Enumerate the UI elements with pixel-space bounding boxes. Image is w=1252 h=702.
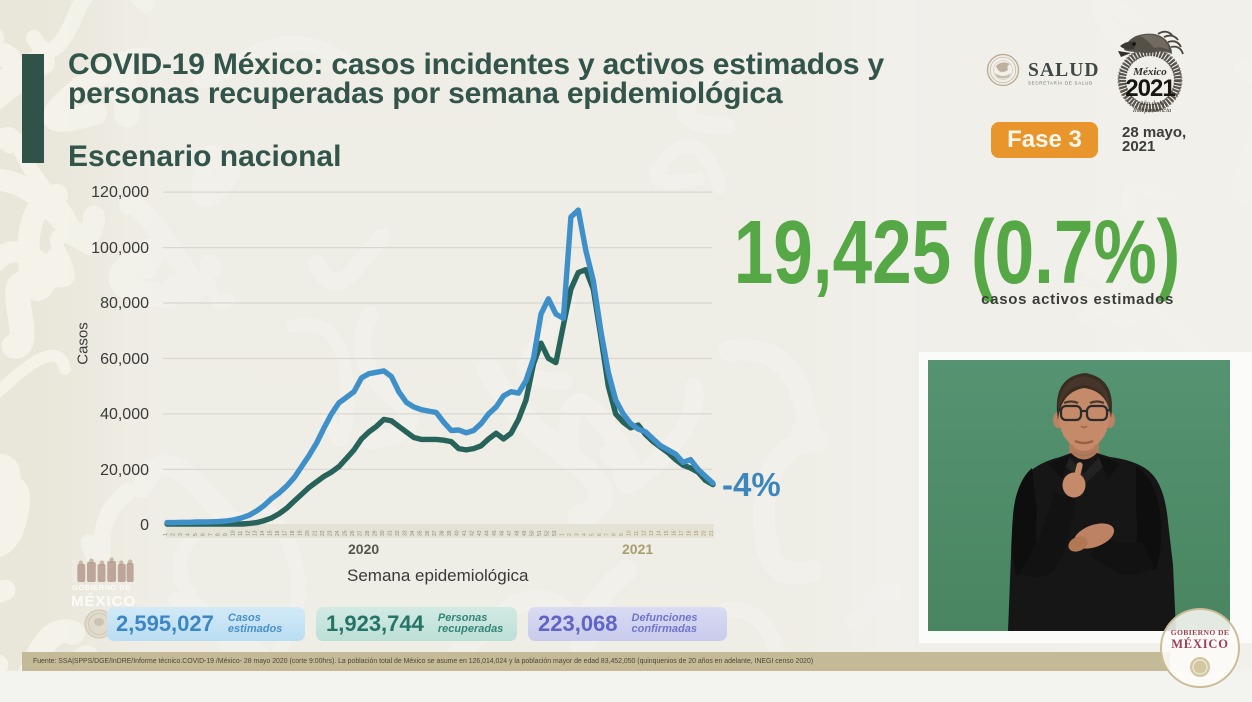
svg-text:3: 3 [574,533,580,536]
svg-text:2: 2 [171,533,177,536]
svg-text:19: 19 [298,530,304,536]
svg-text:32: 32 [395,530,401,536]
svg-text:33: 33 [402,530,408,536]
svg-text:SALUD: SALUD [1028,60,1100,81]
svg-text:20: 20 [702,530,708,536]
svg-text:18: 18 [290,530,296,536]
svg-text:GOBIERNO DE: GOBIERNO DE [1171,628,1230,637]
svg-text:15: 15 [268,530,274,536]
svg-text:18: 18 [687,530,693,536]
svg-text:42: 42 [470,530,476,536]
svg-text:13: 13 [253,530,259,536]
svg-text:19: 19 [694,530,700,536]
svg-text:26: 26 [350,530,356,536]
svg-text:29: 29 [372,530,378,536]
svg-text:8: 8 [612,533,618,536]
svg-text:21: 21 [709,530,715,536]
svg-text:MÉXICO: MÉXICO [71,593,136,610]
svg-text:27: 27 [358,530,364,536]
svg-text:SECRETARÍA DE SALUD: SECRETARÍA DE SALUD [1028,81,1093,86]
svg-text:Año de la: Año de la [1139,100,1165,107]
svg-text:2021: 2021 [1125,75,1175,102]
svg-text:13: 13 [649,530,655,536]
svg-text:9: 9 [223,533,229,536]
svg-text:53: 53 [552,530,558,536]
svg-text:21: 21 [313,530,319,536]
svg-text:7: 7 [604,533,610,536]
svg-text:38: 38 [440,530,446,536]
svg-text:12: 12 [642,530,648,536]
svg-text:50: 50 [530,530,536,536]
svg-text:5: 5 [193,533,199,536]
svg-text:39: 39 [447,530,453,536]
svg-text:6: 6 [200,533,206,536]
svg-text:52: 52 [544,530,550,536]
svg-text:8: 8 [215,533,221,536]
svg-text:30: 30 [380,530,386,536]
svg-text:6: 6 [597,533,603,536]
svg-text:9: 9 [619,533,625,536]
svg-text:12: 12 [245,530,251,536]
svg-text:23: 23 [328,530,334,536]
svg-text:2: 2 [567,533,573,536]
svg-text:10: 10 [627,530,633,536]
svg-text:15: 15 [664,530,670,536]
svg-text:3: 3 [178,533,184,536]
svg-text:11: 11 [238,531,244,536]
svg-text:34: 34 [410,530,416,536]
svg-text:1: 1 [559,533,565,536]
svg-text:43: 43 [477,530,483,536]
svg-text:14: 14 [657,530,663,536]
svg-text:40: 40 [455,530,461,536]
svg-text:5: 5 [589,533,595,536]
svg-text:47: 47 [507,530,513,536]
svg-text:48: 48 [515,530,521,536]
svg-text:11: 11 [634,531,640,536]
svg-text:45: 45 [492,530,498,536]
svg-text:1: 1 [163,533,169,536]
svg-text:14: 14 [260,530,266,536]
svg-text:MÉXICO: MÉXICO [1171,637,1229,651]
svg-text:16: 16 [275,530,281,536]
svg-text:36: 36 [425,530,431,536]
svg-text:28: 28 [365,530,371,536]
svg-text:17: 17 [679,530,685,536]
svg-text:20: 20 [305,530,311,536]
svg-text:41: 41 [462,530,468,536]
svg-text:México: México [1132,66,1167,78]
svg-text:16: 16 [672,530,678,536]
svg-text:Independencia: Independencia [1132,107,1171,114]
svg-text:46: 46 [500,530,506,536]
svg-text:4: 4 [582,533,588,536]
svg-text:25: 25 [343,530,349,536]
svg-text:10: 10 [230,530,236,536]
svg-text:17: 17 [283,530,289,536]
svg-text:37: 37 [432,530,438,536]
svg-text:4: 4 [185,533,191,536]
svg-text:24: 24 [335,530,341,536]
svg-text:51: 51 [537,530,543,536]
svg-text:49: 49 [522,530,528,536]
svg-text:22: 22 [320,530,326,536]
svg-text:7: 7 [208,533,214,536]
svg-text:31: 31 [387,530,393,536]
svg-text:44: 44 [485,530,491,536]
svg-text:GOBIERNO DE: GOBIERNO DE [72,583,131,592]
svg-text:35: 35 [417,530,423,536]
